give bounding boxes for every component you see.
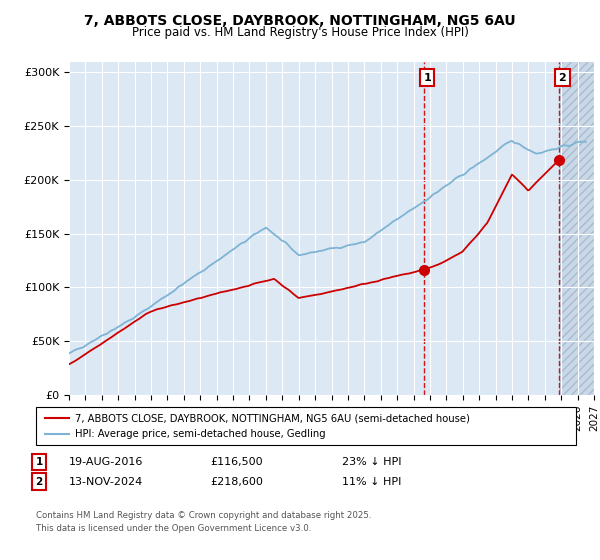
Text: 19-AUG-2016: 19-AUG-2016 — [69, 457, 143, 467]
Text: 7, ABBOTS CLOSE, DAYBROOK, NOTTINGHAM, NG5 6AU (semi-detached house): 7, ABBOTS CLOSE, DAYBROOK, NOTTINGHAM, N… — [75, 413, 470, 423]
Text: £116,500: £116,500 — [210, 457, 263, 467]
Text: 2: 2 — [559, 73, 566, 83]
Text: 23% ↓ HPI: 23% ↓ HPI — [342, 457, 401, 467]
Text: £218,600: £218,600 — [210, 477, 263, 487]
Text: 2: 2 — [35, 477, 43, 487]
Text: Price paid vs. HM Land Registry's House Price Index (HPI): Price paid vs. HM Land Registry's House … — [131, 26, 469, 39]
Text: 13-NOV-2024: 13-NOV-2024 — [69, 477, 143, 487]
Text: 7, ABBOTS CLOSE, DAYBROOK, NOTTINGHAM, NG5 6AU: 7, ABBOTS CLOSE, DAYBROOK, NOTTINGHAM, N… — [84, 14, 516, 28]
Bar — [559, 62, 594, 395]
Text: HPI: Average price, semi-detached house, Gedling: HPI: Average price, semi-detached house,… — [75, 429, 326, 439]
Text: 1: 1 — [423, 73, 431, 83]
Text: 1: 1 — [35, 457, 43, 467]
Text: Contains HM Land Registry data © Crown copyright and database right 2025.
This d: Contains HM Land Registry data © Crown c… — [36, 511, 371, 533]
Text: 11% ↓ HPI: 11% ↓ HPI — [342, 477, 401, 487]
